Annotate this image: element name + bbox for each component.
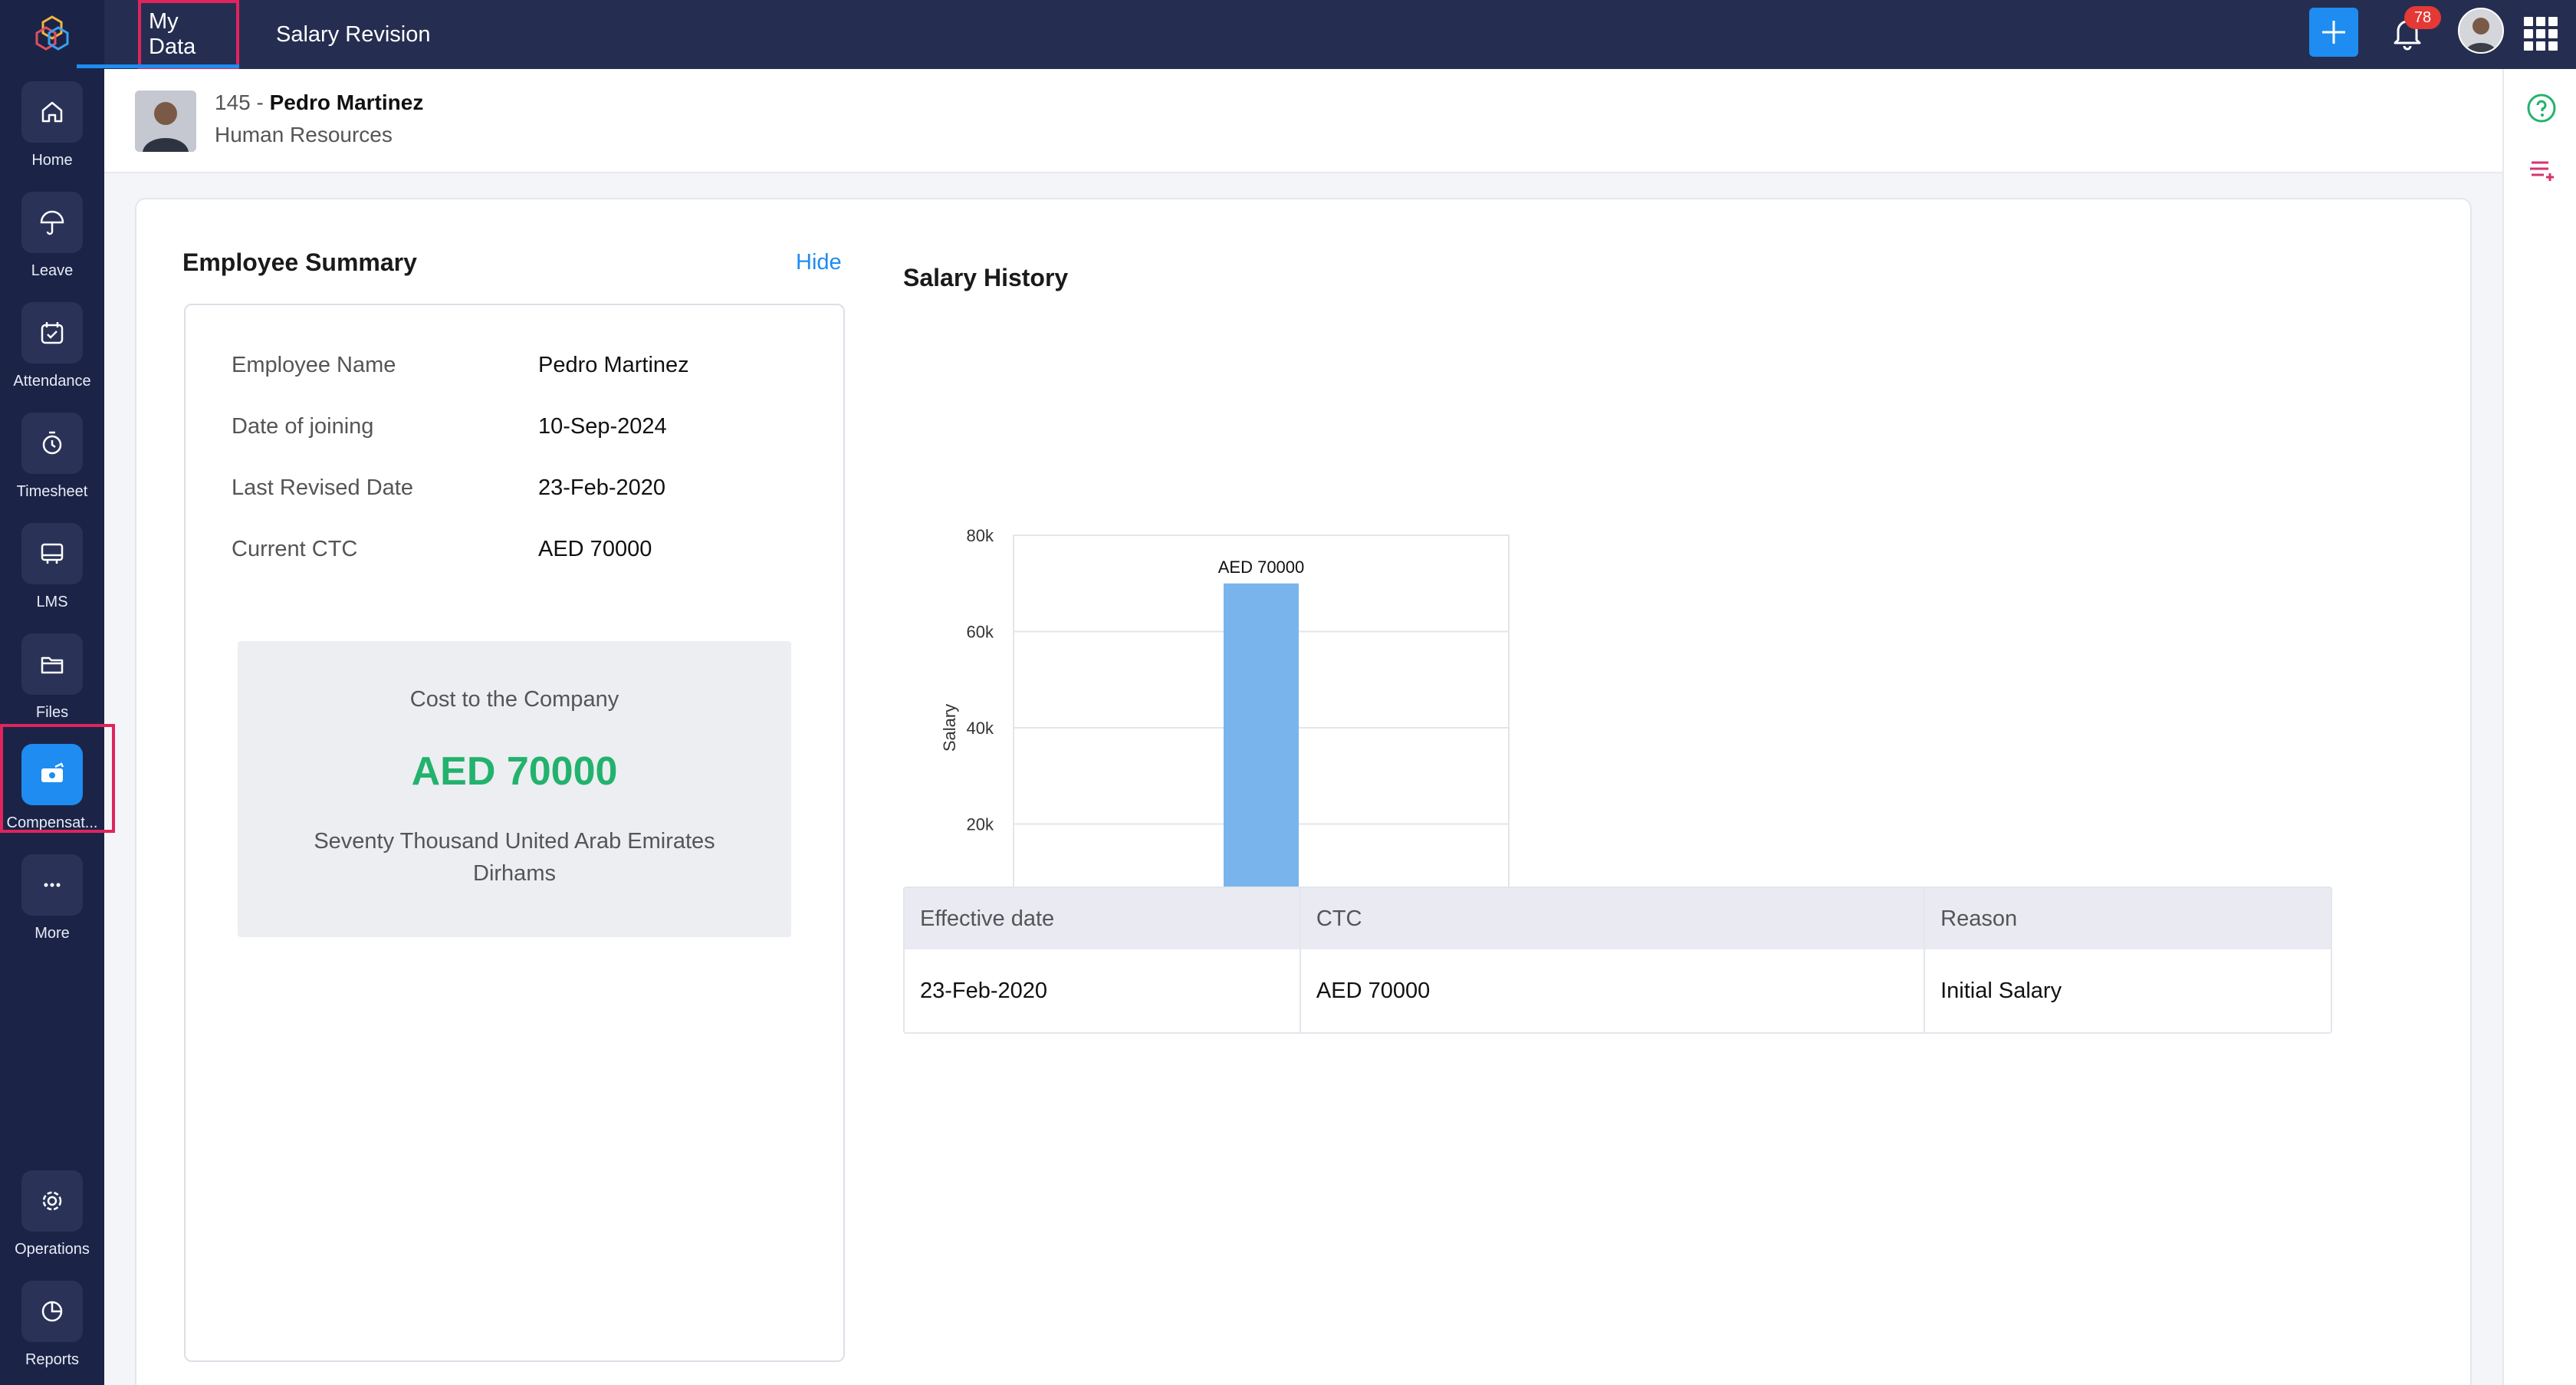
employee-avatar-icon bbox=[135, 90, 196, 152]
field-label: Employee Name bbox=[232, 353, 396, 377]
field-value: 23-Feb-2020 bbox=[538, 475, 666, 500]
sidebar-item-lms[interactable]: LMS bbox=[0, 523, 104, 623]
column-header[interactable]: Reason bbox=[1940, 906, 2018, 931]
user-avatar-icon bbox=[2459, 9, 2502, 52]
summary-box: Employee Name Pedro Martinez Date of joi… bbox=[184, 304, 845, 1362]
salary-history-title: Salary History bbox=[903, 264, 1069, 291]
operations-icon bbox=[42, 1191, 62, 1211]
ctc-amount-words: Seventy Thousand United Arab Emirates Di… bbox=[314, 829, 715, 886]
field-label: Date of joining bbox=[232, 414, 374, 439]
sidebar-item-attendance[interactable]: Attendance bbox=[0, 302, 104, 402]
top-bar: My Data Salary Revision bbox=[104, 0, 2576, 69]
sidebar-item-label: Files bbox=[35, 704, 69, 721]
field-value: AED 70000 bbox=[538, 537, 652, 561]
sidebar-item-label: Home bbox=[31, 152, 73, 169]
field-label: Current CTC bbox=[232, 537, 358, 561]
employee-name: Pedro Martinez bbox=[269, 90, 424, 114]
table-cell: 23-Feb-2020 bbox=[905, 949, 1301, 1032]
folder-icon bbox=[41, 656, 64, 674]
field-value: Pedro Martinez bbox=[538, 353, 689, 377]
sidebar-item-label: More bbox=[34, 925, 70, 942]
table-cell: AED 70000 bbox=[1301, 949, 1926, 1032]
sidebar-item-leave[interactable]: Leave bbox=[0, 192, 104, 291]
sidebar-item-label: Leave bbox=[31, 262, 74, 279]
umbrella-icon bbox=[40, 210, 64, 235]
sidebar-item-compensation[interactable]: Compensat... bbox=[0, 744, 104, 844]
field-value: 10-Sep-2024 bbox=[538, 414, 667, 439]
bar-data-label: AED 70000 bbox=[1218, 558, 1305, 577]
ctc-amount: AED 70000 bbox=[411, 749, 618, 794]
sidebar-item-label: Timesheet bbox=[16, 483, 88, 500]
active-tab-indicator bbox=[77, 64, 239, 68]
tab-my-data[interactable]: My Data bbox=[138, 0, 239, 69]
home-icon bbox=[41, 101, 63, 123]
table-cell: Initial Salary bbox=[1940, 978, 2062, 1003]
feed-icon[interactable] bbox=[2525, 152, 2558, 184]
sidebar-item-label: LMS bbox=[36, 594, 68, 610]
active-item-highlight bbox=[0, 724, 115, 833]
employee-id-name: 145 - Pedro Martinez bbox=[215, 90, 423, 115]
timer-icon bbox=[42, 431, 62, 455]
chart-bar bbox=[1224, 583, 1299, 920]
tab-label: Salary Revision bbox=[276, 21, 431, 47]
notification-badge: 78 bbox=[2404, 6, 2441, 29]
employee-header: 145 - Pedro Martinez Human Resources bbox=[104, 69, 2502, 173]
app-logo-icon[interactable] bbox=[34, 14, 71, 51]
column-header[interactable]: Effective date bbox=[905, 888, 1301, 949]
calendar-check-icon bbox=[41, 322, 64, 344]
employee-department: Human Resources bbox=[215, 123, 393, 146]
table-header-row: Effective date CTC Reason bbox=[905, 888, 2331, 949]
y-tick-label: 80k bbox=[967, 526, 994, 545]
sidebar: Home Leave Attendance Timesheet LMS File… bbox=[0, 0, 115, 1385]
column-header[interactable]: CTC bbox=[1301, 888, 1926, 949]
employee-id: 145 bbox=[215, 90, 251, 114]
tab-salary-revision[interactable]: Salary Revision bbox=[276, 0, 430, 69]
ctc-caption: Cost to the Company bbox=[409, 687, 619, 712]
y-tick-label: 60k bbox=[967, 623, 994, 642]
lms-icon bbox=[41, 543, 64, 564]
sidebar-item-label: Attendance bbox=[13, 373, 91, 390]
id-separator: - bbox=[250, 90, 270, 114]
user-avatar[interactable] bbox=[2458, 8, 2504, 54]
add-button[interactable] bbox=[2309, 8, 2358, 57]
sidebar-item-label: Operations bbox=[15, 1241, 90, 1258]
y-tick-label: 40k bbox=[967, 719, 994, 738]
sidebar-item-files[interactable]: Files bbox=[0, 633, 104, 733]
right-rail bbox=[2502, 69, 2576, 1385]
employee-photo bbox=[135, 90, 196, 152]
main-card: Employee Summary Hide Employee Name Pedr… bbox=[135, 198, 2472, 1385]
summary-title: Employee Summary bbox=[182, 248, 417, 276]
help-icon[interactable] bbox=[2525, 92, 2558, 124]
y-tick-label: 20k bbox=[967, 815, 994, 834]
tab-label: My Data bbox=[138, 0, 239, 69]
sidebar-item-label: Reports bbox=[25, 1351, 80, 1368]
compensation-icon bbox=[41, 762, 64, 782]
sidebar-item-operations[interactable]: Operations bbox=[0, 1170, 104, 1270]
sidebar-item-home[interactable]: Home bbox=[0, 81, 104, 181]
salary-history-table: Effective date CTC Reason 23-Feb-2020 AE… bbox=[903, 887, 2332, 1034]
sidebar-item-reports[interactable]: Reports bbox=[0, 1281, 104, 1380]
hide-link[interactable]: Hide bbox=[796, 250, 842, 275]
field-label: Last Revised Date bbox=[232, 475, 413, 500]
ctc-panel: Cost to the Company AED 70000 Seventy Th… bbox=[238, 641, 791, 937]
pie-chart-icon bbox=[41, 1301, 63, 1322]
sidebar-item-more[interactable]: More bbox=[0, 854, 104, 954]
plus-icon bbox=[2322, 21, 2345, 44]
sidebar-item-timesheet[interactable]: Timesheet bbox=[0, 413, 104, 512]
salary-history-chart: 020k40k60k80kAED 7000023-Feb-2020Effecti… bbox=[940, 526, 1510, 985]
ellipsis-icon bbox=[44, 883, 61, 887]
y-axis-label: Salary bbox=[940, 704, 959, 752]
apps-grid-icon[interactable] bbox=[2524, 17, 2558, 51]
table-row[interactable]: 23-Feb-2020 AED 70000 Initial Salary bbox=[905, 949, 2331, 1032]
